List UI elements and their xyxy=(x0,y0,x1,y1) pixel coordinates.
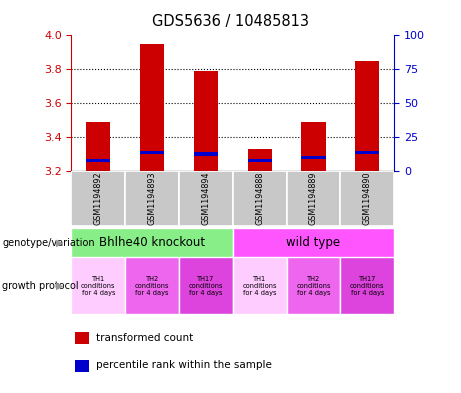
Text: GSM1194890: GSM1194890 xyxy=(363,172,372,225)
Bar xyxy=(194,71,218,171)
Text: TH2
conditions
for 4 days: TH2 conditions for 4 days xyxy=(135,276,169,296)
Bar xyxy=(233,171,287,226)
Bar xyxy=(248,159,272,162)
Text: Bhlhe40 knockout: Bhlhe40 knockout xyxy=(99,236,205,249)
Bar xyxy=(287,171,340,226)
Bar xyxy=(301,156,325,159)
Bar xyxy=(248,149,272,171)
Text: ▶: ▶ xyxy=(56,281,64,291)
Bar xyxy=(287,257,340,314)
Bar xyxy=(140,151,164,154)
Text: genotype/variation: genotype/variation xyxy=(2,238,95,248)
Text: percentile rank within the sample: percentile rank within the sample xyxy=(96,360,272,370)
Bar xyxy=(86,159,111,162)
Text: TH1
conditions
for 4 days: TH1 conditions for 4 days xyxy=(242,276,277,296)
Bar xyxy=(71,257,125,314)
Bar xyxy=(355,61,379,171)
Bar xyxy=(86,122,111,171)
Text: GSM1194888: GSM1194888 xyxy=(255,172,264,225)
Text: transformed count: transformed count xyxy=(96,332,193,343)
Bar xyxy=(233,228,394,257)
Bar xyxy=(71,228,233,257)
Bar xyxy=(194,152,218,156)
Text: GSM1194889: GSM1194889 xyxy=(309,172,318,225)
Text: TH17
conditions
for 4 days: TH17 conditions for 4 days xyxy=(189,276,223,296)
Bar xyxy=(355,151,379,154)
Bar xyxy=(125,257,179,314)
Bar xyxy=(340,257,394,314)
Bar xyxy=(75,360,89,372)
Bar xyxy=(179,171,233,226)
Bar xyxy=(71,171,125,226)
Bar xyxy=(301,122,325,171)
Text: ▶: ▶ xyxy=(56,238,64,248)
Bar xyxy=(340,171,394,226)
Text: GSM1194893: GSM1194893 xyxy=(148,172,157,225)
Text: TH17
conditions
for 4 days: TH17 conditions for 4 days xyxy=(350,276,384,296)
Text: GSM1194894: GSM1194894 xyxy=(201,172,210,225)
Bar xyxy=(75,332,89,344)
Bar xyxy=(125,171,179,226)
Text: TH2
conditions
for 4 days: TH2 conditions for 4 days xyxy=(296,276,331,296)
Text: GDS5636 / 10485813: GDS5636 / 10485813 xyxy=(152,14,309,29)
Text: TH1
conditions
for 4 days: TH1 conditions for 4 days xyxy=(81,276,116,296)
Bar xyxy=(140,44,164,171)
Text: GSM1194892: GSM1194892 xyxy=(94,172,103,225)
Bar xyxy=(179,257,233,314)
Text: growth protocol: growth protocol xyxy=(2,281,79,291)
Bar xyxy=(233,257,287,314)
Text: wild type: wild type xyxy=(286,236,341,249)
